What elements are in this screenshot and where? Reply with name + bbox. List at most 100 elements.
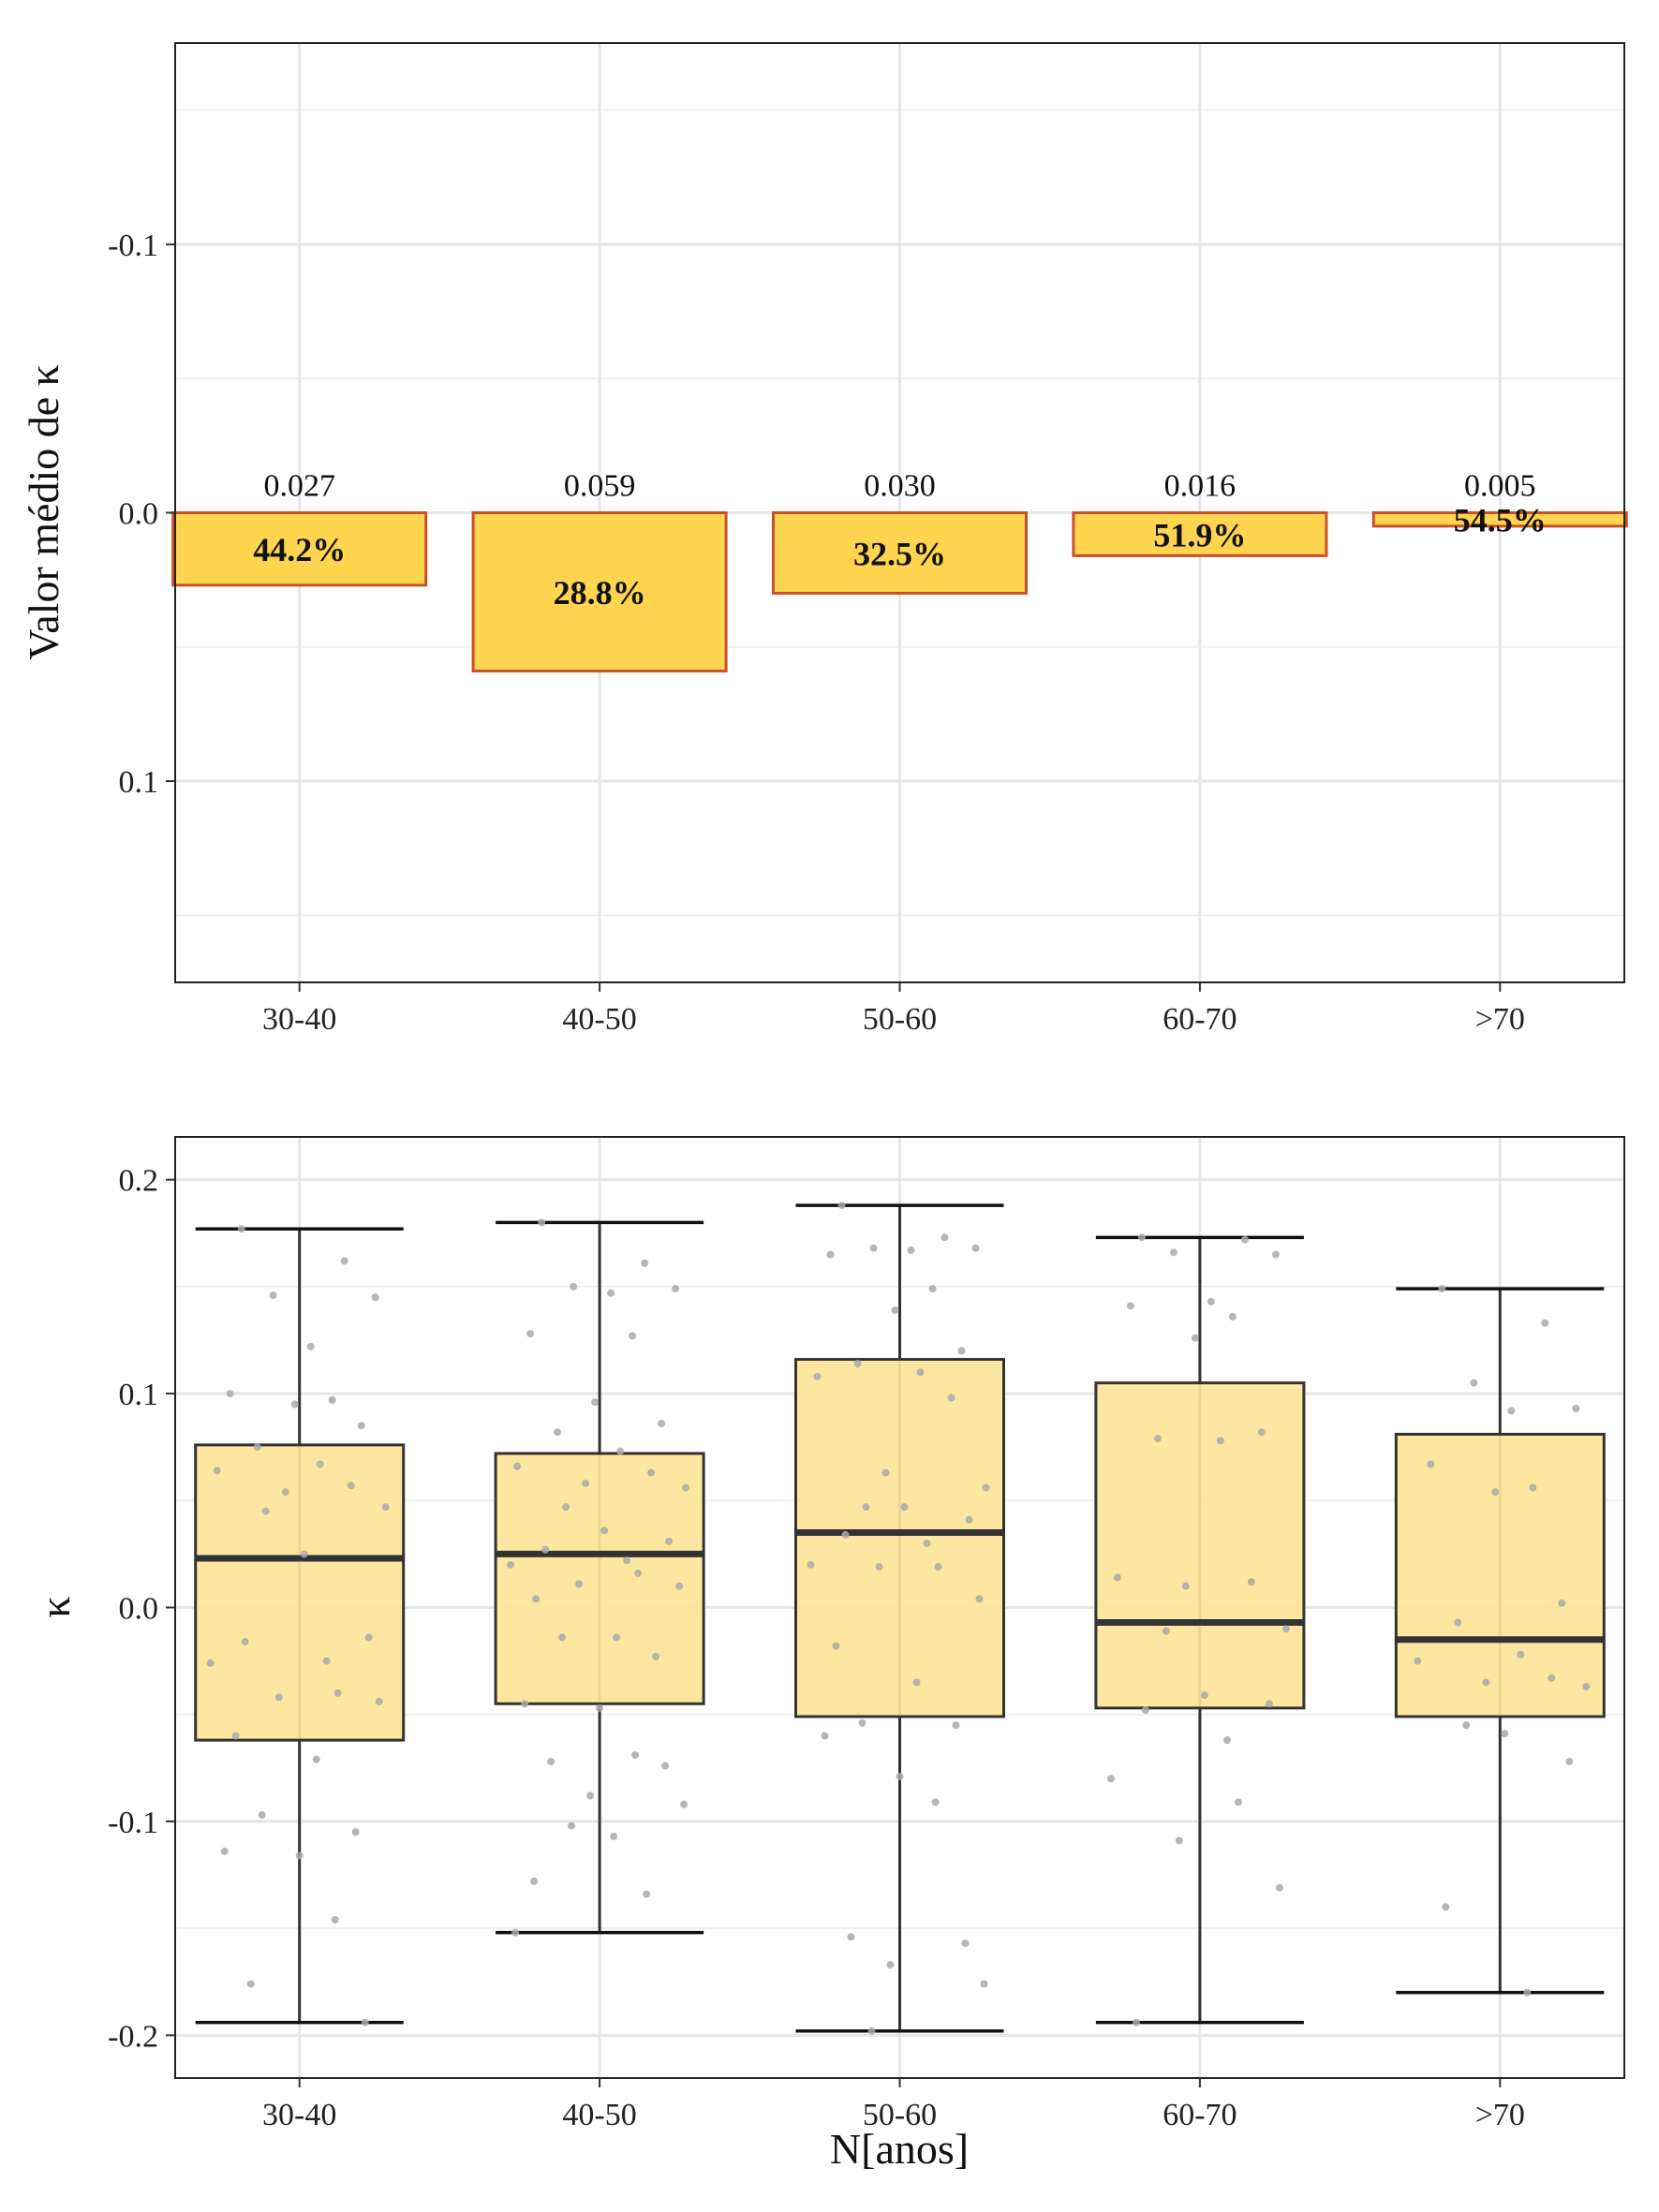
data-point [1200,1691,1208,1700]
data-point [982,1483,990,1492]
data-point [333,1688,342,1697]
data-point [665,1537,674,1545]
data-point [826,1250,835,1259]
data-point [351,1828,360,1836]
data-point [869,1244,878,1252]
data-point [853,1360,862,1368]
data-point [258,1811,266,1820]
bar-chart-bars: 0.027 44.2% 0.059 28.8% 0.030 32.5% 0.016 51.9%… [171,469,1628,673]
data-point [322,1657,331,1665]
data-point [241,1638,249,1646]
bar-value-label: 0.059 [564,469,636,504]
data-point [237,1225,245,1233]
data-point [1523,1988,1532,1997]
data-point [1181,1582,1190,1590]
data-point [1548,1674,1556,1682]
bar [171,511,428,587]
bar-value-label: 0.027 [263,469,335,504]
data-point [672,1285,680,1293]
data-point [269,1291,277,1300]
data-point [1247,1578,1255,1586]
data-point [1257,1428,1266,1437]
data-point [1501,1730,1509,1738]
box-plot-y-tick-label: -0.2 [108,2019,158,2054]
data-point [613,1633,621,1642]
data-point [575,1580,584,1588]
data-point [1141,1706,1149,1715]
box-plot-boxes [194,1203,1606,2033]
box [1394,1432,1606,1718]
box-plot-x-tick-label: 60-70 [1163,2098,1237,2132]
data-point [971,1244,980,1252]
bar-chart-x-tick-label: >70 [1475,1002,1525,1037]
data-point [961,1939,970,1948]
data-point [1565,1757,1574,1765]
data-point [591,1398,600,1407]
data-point [847,1933,855,1941]
data-point [1454,1618,1462,1627]
data-point [1470,1379,1478,1387]
data-point [941,1233,949,1242]
data-point [558,1633,567,1642]
data-point [1207,1297,1215,1305]
data-point [896,1772,904,1780]
data-point [1541,1319,1549,1327]
data-point [1572,1405,1580,1413]
data-point [980,1980,988,1988]
data-point [1265,1700,1273,1708]
data-point [1281,1625,1290,1633]
box-plot-x-tick-label: 50-60 [863,2098,937,2132]
data-point [521,1700,529,1708]
bar-chart-x-tick-label: 50-60 [863,1002,937,1037]
data-point [1427,1460,1435,1468]
box-plot-x-axis-label: N[anos] [830,2125,969,2173]
data-point [538,1218,546,1227]
data-point [1558,1599,1566,1607]
bar-chart-panel: 0.027 44.2% 0.059 28.8% 0.030 32.5% 0.016 51.9%… [20,42,1628,1037]
bar-percent-label: 32.5% [853,535,946,572]
data-point [371,1293,379,1302]
data-point [1162,1627,1170,1635]
data-point [931,1798,940,1806]
data-point [1462,1721,1471,1730]
box-plot-x-tick-label: 30-40 [262,2098,336,2132]
data-point [867,2027,876,2035]
data-point [1517,1650,1525,1659]
data-point [361,2018,369,2027]
data-point [1529,1483,1537,1492]
data-point [1191,1334,1199,1342]
data-point [600,1526,609,1535]
data-point [641,1259,649,1267]
data-point [841,1530,850,1539]
bar-percent-label: 51.9% [1153,516,1246,553]
data-point [1482,1678,1490,1687]
data-point [616,1447,625,1455]
data-point [1126,1302,1134,1310]
data-point [623,1556,631,1565]
data-point [1169,1248,1178,1257]
data-point [658,1420,666,1428]
data-point [364,1633,373,1642]
data-point [357,1422,365,1430]
data-point [680,1800,689,1808]
data-point [1113,1573,1121,1582]
data-point [1507,1407,1516,1415]
data-point [331,1915,339,1924]
data-point [634,1569,643,1577]
data-point [652,1653,660,1661]
data-point [975,1595,984,1603]
box-plot-y-tick-label: 0.1 [119,1378,159,1412]
data-point [547,1757,555,1765]
bar-percent-label: 28.8% [554,574,646,612]
data-point [530,1877,539,1885]
data-point [631,1751,640,1760]
data-point [965,1515,973,1524]
bar-chart-x-tick-label: 60-70 [1163,1002,1237,1037]
data-point [891,1306,899,1315]
box [794,1358,1005,1718]
box [194,1443,406,1742]
data-point [226,1390,234,1398]
data-point [1240,1235,1249,1244]
bar-value-label: 0.030 [864,469,936,504]
